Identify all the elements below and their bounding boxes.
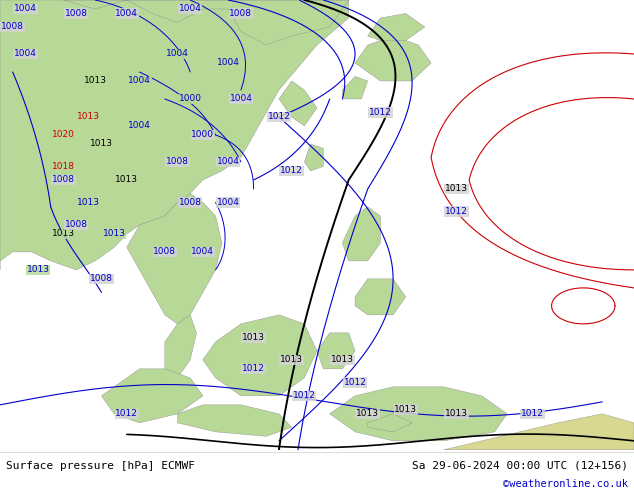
- Polygon shape: [165, 315, 197, 378]
- Text: Surface pressure [hPa] ECMWF: Surface pressure [hPa] ECMWF: [6, 461, 195, 471]
- Text: 1008: 1008: [90, 274, 113, 283]
- Polygon shape: [279, 81, 317, 126]
- Text: 1013: 1013: [331, 355, 354, 365]
- Text: 1012: 1012: [369, 108, 392, 117]
- Text: 1008: 1008: [1, 23, 24, 31]
- Polygon shape: [317, 333, 355, 369]
- Text: ©weatheronline.co.uk: ©weatheronline.co.uk: [503, 479, 628, 489]
- Polygon shape: [368, 414, 412, 432]
- Polygon shape: [0, 0, 349, 45]
- Polygon shape: [330, 387, 507, 441]
- Polygon shape: [342, 76, 368, 99]
- Polygon shape: [127, 194, 222, 324]
- Text: Sa 29-06-2024 00:00 UTC (12+156): Sa 29-06-2024 00:00 UTC (12+156): [411, 461, 628, 471]
- Polygon shape: [355, 36, 431, 81]
- Text: 1018: 1018: [52, 162, 75, 171]
- Text: 1004: 1004: [115, 9, 138, 18]
- Text: 1012: 1012: [242, 365, 265, 373]
- Text: 1008: 1008: [230, 9, 252, 18]
- Text: 1013: 1013: [84, 76, 107, 85]
- Text: 1008: 1008: [65, 220, 87, 229]
- Text: 1004: 1004: [14, 49, 37, 58]
- Text: 1004: 1004: [217, 58, 240, 68]
- Text: 1008: 1008: [166, 157, 189, 167]
- Text: 1012: 1012: [293, 392, 316, 400]
- Polygon shape: [355, 279, 406, 315]
- Text: 1013: 1013: [115, 175, 138, 184]
- Polygon shape: [0, 0, 349, 270]
- Polygon shape: [178, 405, 292, 436]
- Text: 1013: 1013: [445, 409, 468, 418]
- Polygon shape: [304, 144, 323, 171]
- Text: 1004: 1004: [128, 76, 151, 85]
- Text: 1012: 1012: [445, 207, 468, 216]
- Text: 1013: 1013: [90, 140, 113, 148]
- Text: 1013: 1013: [103, 229, 126, 239]
- Text: 1012: 1012: [268, 112, 290, 122]
- Text: 1013: 1013: [445, 184, 468, 194]
- Text: 1004: 1004: [230, 95, 252, 103]
- Polygon shape: [203, 315, 317, 396]
- Text: 1004: 1004: [191, 247, 214, 256]
- Text: 1000: 1000: [179, 95, 202, 103]
- Text: 1013: 1013: [52, 229, 75, 239]
- Text: 1004: 1004: [217, 157, 240, 167]
- Text: 1008: 1008: [65, 9, 87, 18]
- Text: 1020: 1020: [52, 130, 75, 140]
- Text: 1013: 1013: [394, 405, 417, 414]
- Text: 1012: 1012: [280, 167, 303, 175]
- Text: 1004: 1004: [179, 4, 202, 14]
- Text: 1013: 1013: [77, 112, 100, 122]
- Text: 1013: 1013: [77, 198, 100, 207]
- Text: 1004: 1004: [14, 4, 37, 14]
- Text: 1004: 1004: [217, 198, 240, 207]
- Text: 1012: 1012: [344, 378, 366, 387]
- Text: 1008: 1008: [179, 198, 202, 207]
- Text: 1004: 1004: [166, 49, 189, 58]
- Text: 1013: 1013: [280, 355, 303, 365]
- Polygon shape: [444, 414, 634, 450]
- Polygon shape: [101, 369, 203, 423]
- Text: 1012: 1012: [521, 409, 544, 418]
- Text: 1013: 1013: [27, 266, 49, 274]
- Text: 1013: 1013: [356, 409, 379, 418]
- Text: 1008: 1008: [153, 247, 176, 256]
- Polygon shape: [342, 207, 380, 261]
- Text: 1012: 1012: [115, 409, 138, 418]
- Text: 1000: 1000: [191, 130, 214, 140]
- Polygon shape: [368, 14, 425, 41]
- Text: 1004: 1004: [128, 122, 151, 130]
- Text: 1008: 1008: [52, 175, 75, 184]
- Text: 1013: 1013: [242, 333, 265, 342]
